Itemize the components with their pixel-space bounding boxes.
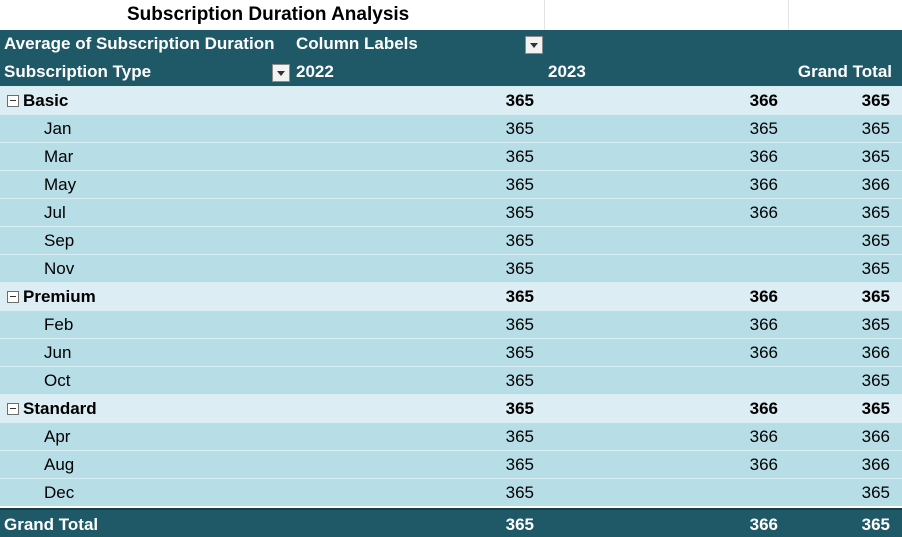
month-label: Jan xyxy=(44,119,72,138)
value-total: 365 xyxy=(861,147,890,166)
value-total: 365 xyxy=(861,483,890,502)
column-labels-label[interactable]: Column Labels xyxy=(296,34,418,53)
column-header-grand-total[interactable]: Grand Total xyxy=(797,62,892,81)
month-label: Apr xyxy=(44,427,71,446)
value-2023: 366 xyxy=(749,455,778,474)
row-field-label[interactable]: Subscription Type xyxy=(4,62,152,81)
gridline xyxy=(788,0,789,30)
gridline xyxy=(544,0,545,30)
value-total: 366 xyxy=(861,455,890,474)
group-value-2023: 366 xyxy=(749,399,778,418)
table-row[interactable]: Jan 365 365 365 xyxy=(0,114,902,142)
group-value-total: 365 xyxy=(861,399,890,418)
table-row[interactable]: Apr 365 366 366 xyxy=(0,422,902,450)
value-2022: 365 xyxy=(505,147,534,166)
value-2022: 365 xyxy=(505,371,534,390)
value-2022: 365 xyxy=(505,259,534,278)
value-2022: 365 xyxy=(505,315,534,334)
value-total: 366 xyxy=(861,427,890,446)
value-2022: 365 xyxy=(505,343,534,362)
value-total: 365 xyxy=(861,203,890,222)
value-2023: 366 xyxy=(749,343,778,362)
pivot-body: Basic 365 366 365 Jan 365 365 365 Mar 365 366 365 Ma… xyxy=(0,86,902,506)
value-2022: 365 xyxy=(505,119,534,138)
group-value-2022: 365 xyxy=(505,399,534,418)
group-value-2022: 365 xyxy=(505,91,534,110)
group-row-premium[interactable]: Premium 365 366 365 xyxy=(0,282,902,310)
group-value-2023: 366 xyxy=(749,91,778,110)
collapse-icon[interactable] xyxy=(7,291,19,303)
value-2023: 366 xyxy=(749,147,778,166)
value-2022: 365 xyxy=(505,455,534,474)
pivot-header-row-2: Subscription Type 2022 2023 Grand Total xyxy=(0,58,902,86)
month-label: Dec xyxy=(44,483,75,502)
month-label: Nov xyxy=(44,259,75,278)
column-labels-filter-dropdown[interactable] xyxy=(525,36,543,54)
month-label: May xyxy=(44,175,77,194)
table-row[interactable]: Mar 365 366 365 xyxy=(0,142,902,170)
value-total: 366 xyxy=(861,343,890,362)
page-title: Subscription Duration Analysis xyxy=(127,4,410,25)
collapse-icon[interactable] xyxy=(7,403,19,415)
group-row-standard[interactable]: Standard 365 366 365 xyxy=(0,394,902,422)
grand-total-2023: 366 xyxy=(749,515,778,534)
month-label: Aug xyxy=(44,455,75,474)
pivot-header-row-1: Average of Subscription Duration Column … xyxy=(0,30,902,58)
value-2023: 366 xyxy=(749,427,778,446)
grand-total-2022: 365 xyxy=(505,515,534,534)
group-label: Premium xyxy=(23,287,96,306)
collapse-icon[interactable] xyxy=(7,95,19,107)
value-total: 365 xyxy=(861,231,890,250)
group-label: Basic xyxy=(23,91,69,110)
table-row[interactable]: Aug 365 366 366 xyxy=(0,450,902,478)
table-row[interactable]: May 365 366 366 xyxy=(0,170,902,198)
column-header-2022[interactable]: 2022 xyxy=(296,62,334,81)
value-2022: 365 xyxy=(505,427,534,446)
group-value-2023: 366 xyxy=(749,287,778,306)
month-label: Feb xyxy=(44,315,74,334)
group-label: Standard xyxy=(23,399,97,418)
title-row: Subscription Duration Analysis xyxy=(0,0,902,30)
grand-total-overall: 365 xyxy=(861,515,890,534)
chevron-down-icon xyxy=(277,70,285,76)
value-2022: 365 xyxy=(505,231,534,250)
column-header-2023[interactable]: 2023 xyxy=(548,62,586,81)
grand-total-label: Grand Total xyxy=(4,515,99,534)
row-labels-filter-dropdown[interactable] xyxy=(272,64,290,82)
grand-total-row[interactable]: Grand Total 365 366 365 xyxy=(0,508,902,537)
group-value-total: 365 xyxy=(861,91,890,110)
month-label: Oct xyxy=(44,371,71,390)
chevron-down-icon xyxy=(530,42,538,48)
table-row[interactable]: Jun 365 366 366 xyxy=(0,338,902,366)
value-2023: 366 xyxy=(749,175,778,194)
month-label: Sep xyxy=(44,231,75,250)
table-row[interactable]: Sep 365 365 xyxy=(0,226,902,254)
value-field-label[interactable]: Average of Subscription Duration xyxy=(4,34,275,53)
value-2022: 365 xyxy=(505,483,534,502)
table-row[interactable]: Jul 365 366 365 xyxy=(0,198,902,226)
value-2023: 366 xyxy=(749,315,778,334)
value-total: 365 xyxy=(861,259,890,278)
group-row-basic[interactable]: Basic 365 366 365 xyxy=(0,86,902,114)
value-total: 365 xyxy=(861,315,890,334)
month-label: Jun xyxy=(44,343,72,362)
table-row[interactable]: Feb 365 366 365 xyxy=(0,310,902,338)
value-2022: 365 xyxy=(505,203,534,222)
value-2022: 365 xyxy=(505,175,534,194)
value-total: 366 xyxy=(861,175,890,194)
value-total: 365 xyxy=(861,119,890,138)
value-2023: 365 xyxy=(749,119,778,138)
month-label: Jul xyxy=(44,203,66,222)
value-2023: 366 xyxy=(749,203,778,222)
table-row[interactable]: Dec 365 365 xyxy=(0,478,902,506)
table-row[interactable]: Nov 365 365 xyxy=(0,254,902,282)
group-value-total: 365 xyxy=(861,287,890,306)
table-row[interactable]: Oct 365 365 xyxy=(0,366,902,394)
month-label: Mar xyxy=(44,147,74,166)
value-total: 365 xyxy=(861,371,890,390)
group-value-2022: 365 xyxy=(505,287,534,306)
